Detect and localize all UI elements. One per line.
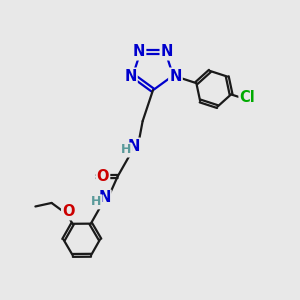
Text: N: N xyxy=(124,69,136,84)
Text: N: N xyxy=(128,139,140,154)
Text: O: O xyxy=(97,169,109,184)
Text: N: N xyxy=(133,44,145,59)
Text: N: N xyxy=(161,44,173,59)
Text: N: N xyxy=(98,190,110,206)
Text: H: H xyxy=(91,195,102,208)
Text: H: H xyxy=(121,143,131,157)
Text: O: O xyxy=(62,204,75,219)
Text: N: N xyxy=(169,69,182,84)
Text: Cl: Cl xyxy=(239,90,255,105)
